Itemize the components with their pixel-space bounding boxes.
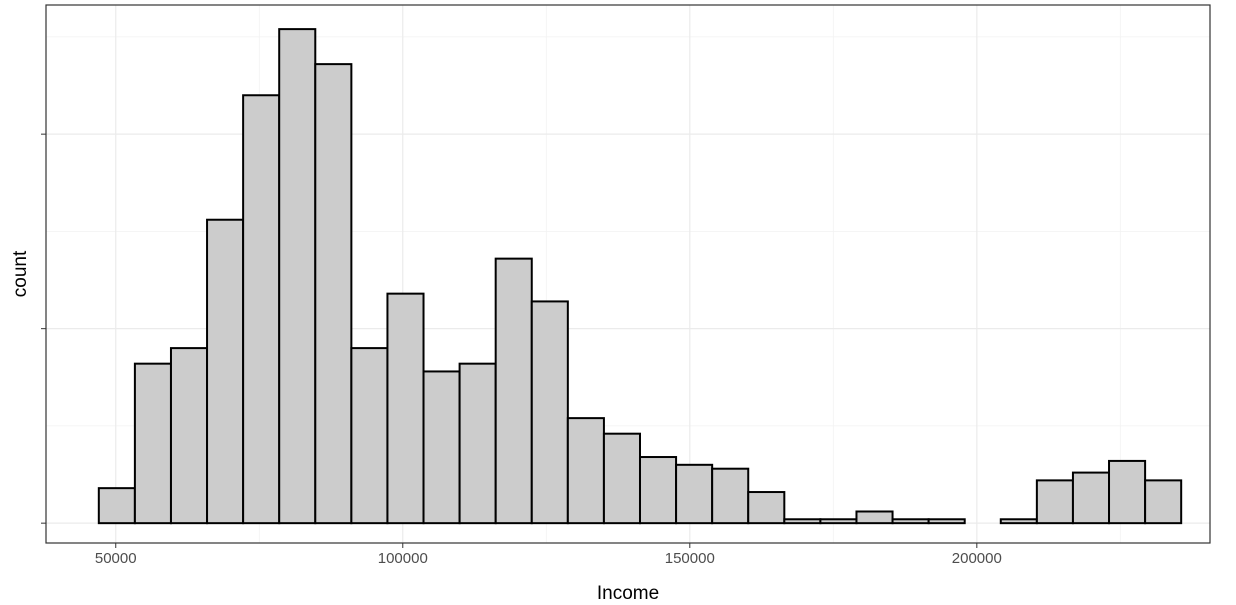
bar xyxy=(386,292,425,525)
bar xyxy=(999,518,1038,525)
bar xyxy=(458,362,497,525)
bar xyxy=(242,94,281,525)
bar xyxy=(1071,471,1111,525)
bar xyxy=(494,257,533,525)
bar xyxy=(169,347,209,525)
bar xyxy=(819,518,858,525)
bar xyxy=(747,491,786,525)
bar xyxy=(927,518,966,525)
bar xyxy=(783,518,822,525)
bar xyxy=(530,300,569,525)
panel-border xyxy=(45,4,1211,544)
bar xyxy=(602,432,641,525)
x-axis-title: Income xyxy=(597,583,659,604)
bar xyxy=(855,510,894,525)
bar xyxy=(566,417,605,525)
x-tick-label: 50000 xyxy=(95,550,137,567)
bar xyxy=(1108,459,1147,525)
bar xyxy=(422,370,461,525)
bar xyxy=(638,456,678,525)
bar xyxy=(675,463,714,525)
bar xyxy=(133,362,172,525)
bar xyxy=(314,63,353,525)
bar xyxy=(1035,479,1074,525)
x-tick-label: 100000 xyxy=(378,550,428,567)
x-tick-label: 200000 xyxy=(952,550,1002,567)
bar xyxy=(97,487,136,525)
x-tick-label: 150000 xyxy=(665,550,715,567)
bar xyxy=(891,518,930,525)
bar xyxy=(206,218,245,525)
bar xyxy=(1144,479,1183,525)
bar xyxy=(278,28,317,525)
bar xyxy=(350,347,389,525)
y-axis-title: count xyxy=(10,250,31,297)
bar xyxy=(711,467,750,525)
